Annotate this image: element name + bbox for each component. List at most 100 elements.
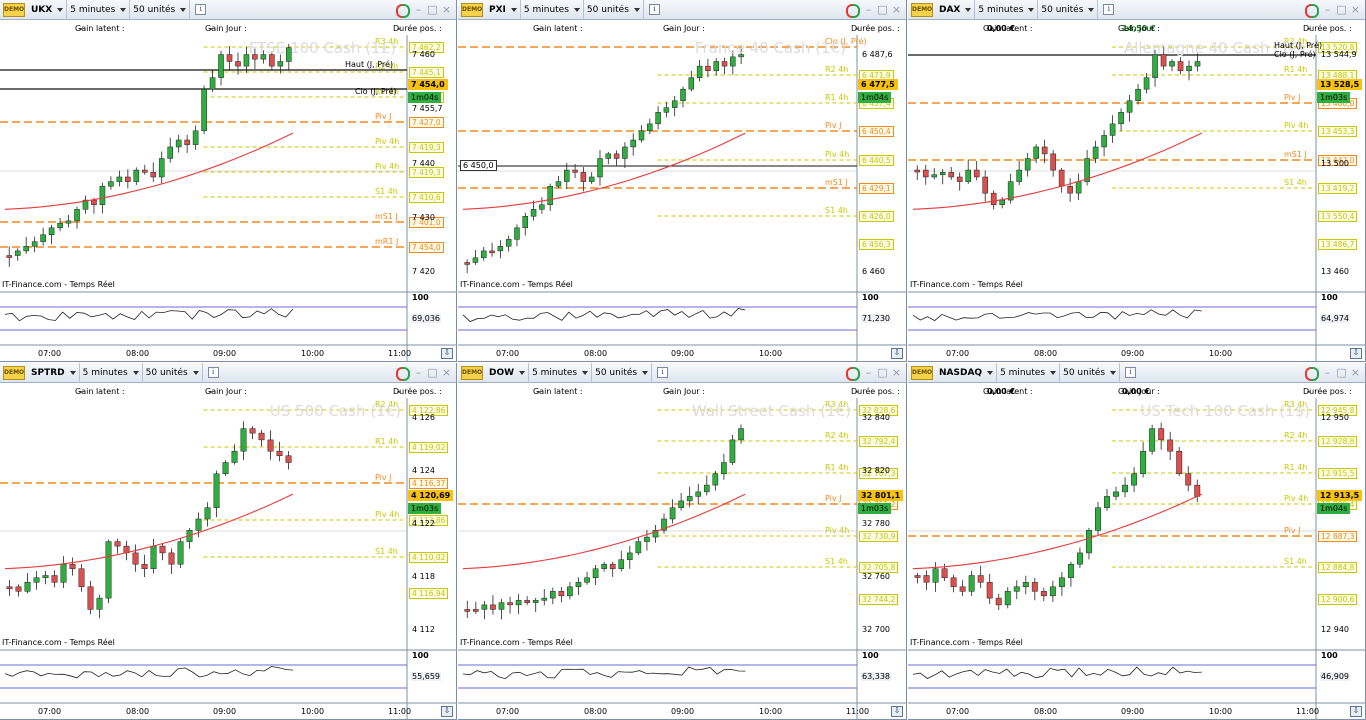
- close-icon[interactable]: ×: [1350, 366, 1361, 379]
- chevron-down-icon: [633, 7, 640, 12]
- price-chart[interactable]: R3 4h R2 4h R1 4h Piv 4h Piv J S1 4h: [908, 398, 1366, 720]
- price-tick-label: 4 122: [412, 519, 435, 528]
- window-controls: – □ ×: [1305, 366, 1365, 381]
- close-icon[interactable]: ×: [441, 3, 452, 16]
- screenshot-icon[interactable]: ⇩: [1350, 348, 1362, 359]
- timeframe-dropdown[interactable]: 5 minutes: [997, 363, 1061, 383]
- pivot-level-value: 7 427,0: [409, 117, 444, 128]
- chevron-down-icon: [510, 7, 517, 12]
- maximize-icon[interactable]: □: [877, 3, 888, 16]
- screenshot-icon[interactable]: ⇩: [1350, 706, 1362, 717]
- close-icon[interactable]: ×: [891, 3, 902, 16]
- maximize-icon[interactable]: □: [877, 366, 888, 379]
- refresh-icon[interactable]: [396, 3, 410, 18]
- symbol-dropdown[interactable]: NASDAQ: [936, 363, 998, 383]
- candle-body: [1109, 123, 1116, 136]
- price-chart[interactable]: R2 4h R1 4h Piv J Piv 4h mS1 J S1 4h: [908, 35, 1366, 362]
- candle-body: [249, 428, 256, 434]
- price-tick-label: 12 940: [1321, 625, 1349, 634]
- info-icon[interactable]: i: [657, 367, 669, 378]
- pivot-level-label: R1 4h: [825, 463, 848, 472]
- minimize-icon[interactable]: –: [415, 3, 422, 16]
- gain-jour: Gain Jour :14,50 €: [1118, 24, 1160, 33]
- maximize-icon[interactable]: □: [427, 366, 438, 379]
- symbol-dropdown[interactable]: PXI: [486, 0, 521, 20]
- refresh-icon[interactable]: [1305, 366, 1319, 381]
- pivot-level-label: R2 4h: [825, 431, 848, 440]
- symbol-dropdown[interactable]: SPTRD: [28, 363, 80, 383]
- gain-latent-label: Gain latent :: [983, 386, 1033, 396]
- time-axis-label: 09:00: [671, 707, 695, 716]
- refresh-icon[interactable]: [846, 366, 860, 381]
- units-dropdown[interactable]: 50 unités: [592, 363, 653, 383]
- minimize-icon[interactable]: –: [1324, 3, 1331, 16]
- refresh-icon[interactable]: [846, 3, 860, 18]
- candle-body: [618, 559, 625, 569]
- units-dropdown[interactable]: 50 unités: [143, 363, 203, 383]
- minimize-icon[interactable]: –: [865, 3, 872, 16]
- units-dropdown[interactable]: 50 unités: [130, 0, 191, 20]
- units-dropdown[interactable]: 50 unités: [584, 0, 644, 20]
- pivot-level-label: mR1 J: [375, 237, 398, 246]
- refresh-icon[interactable]: [1305, 3, 1319, 18]
- price-chart[interactable]: R3 4h R2 4h R1 4h Piv J Piv 4h Piv 4h S1 4h mS1…: [0, 35, 457, 362]
- minimize-icon[interactable]: –: [1324, 366, 1331, 379]
- close-icon[interactable]: ×: [891, 366, 902, 379]
- timeframe-label: 5 minutes: [532, 367, 578, 378]
- indicator-top-label: 100: [1321, 651, 1338, 660]
- candle-body: [539, 204, 545, 210]
- price-chart[interactable]: Clo (J, Pré) R2 4h R1 4h Piv J Piv 4h mS1 J S1…: [458, 35, 907, 362]
- info-icon[interactable]: i: [195, 4, 207, 15]
- time-axis-label: 10:00: [759, 707, 783, 716]
- gain-jour-value: 0,00 €: [1122, 386, 1151, 396]
- timeframe-dropdown[interactable]: 5 minutes: [975, 0, 1039, 20]
- price-tick-label: 7 420: [412, 267, 435, 276]
- candle-body: [965, 169, 972, 182]
- screenshot-icon[interactable]: ⇩: [441, 348, 453, 359]
- maximize-icon[interactable]: □: [1336, 366, 1347, 379]
- price-chart[interactable]: R3 4h R2 4h R1 4h Piv J Piv 4h S1 4h: [458, 398, 907, 720]
- maximize-icon[interactable]: □: [427, 3, 438, 16]
- maximize-icon[interactable]: □: [1336, 3, 1347, 16]
- symbol-dropdown[interactable]: DAX: [936, 0, 976, 20]
- candle-body: [240, 428, 247, 452]
- candle-body: [42, 575, 49, 579]
- price-chart[interactable]: R2 4h R1 4h Piv J Piv 4h S1 4h: [0, 398, 457, 720]
- data-source-label: IT-Finance.com - Temps Réel: [2, 638, 115, 647]
- candle-body: [204, 507, 211, 520]
- minimize-icon[interactable]: –: [415, 366, 422, 379]
- minimize-icon[interactable]: –: [865, 366, 872, 379]
- units-dropdown[interactable]: 50 unités: [1038, 0, 1099, 20]
- candle-body: [605, 153, 612, 159]
- last-price-badge: 6 477,5: [858, 79, 898, 90]
- screenshot-icon[interactable]: ⇩: [891, 348, 903, 359]
- candle-body: [1140, 450, 1147, 475]
- pivot-level-value: 6 456,3: [859, 239, 894, 250]
- info-icon[interactable]: i: [648, 4, 660, 15]
- symbol-dropdown[interactable]: DOW: [486, 363, 530, 383]
- info-icon[interactable]: i: [207, 367, 219, 378]
- plot-area: R3 4h R2 4h R1 4h Piv 4h Piv J S1 4h US Tech 1…: [908, 398, 1365, 719]
- pivot-level-value: 7 454,0: [409, 242, 444, 253]
- timeframe-dropdown[interactable]: 5 minutes: [529, 363, 593, 383]
- candle-body: [481, 250, 487, 259]
- timeframe-dropdown[interactable]: 5 minutes: [67, 0, 131, 20]
- symbol-dropdown[interactable]: UKX: [28, 0, 68, 20]
- refresh-icon[interactable]: [396, 366, 410, 381]
- info-icon[interactable]: i: [1103, 4, 1115, 15]
- close-icon[interactable]: ×: [1350, 3, 1361, 16]
- timeframe-dropdown[interactable]: 5 minutes: [80, 363, 143, 383]
- screenshot-icon[interactable]: ⇩: [891, 706, 903, 717]
- info-icon[interactable]: i: [1125, 367, 1137, 378]
- instrument-watermark: US 500 Cash (1€): [269, 402, 401, 420]
- data-source-label: IT-Finance.com - Temps Réel: [460, 638, 573, 647]
- screenshot-icon[interactable]: ⇩: [441, 706, 453, 717]
- indicator-value: 71,230: [861, 314, 891, 323]
- units-dropdown[interactable]: 50 unités: [1060, 363, 1121, 383]
- instrument-watermark: US Tech 100 Cash (1$): [1140, 402, 1310, 420]
- timeframe-dropdown[interactable]: 5 minutes: [521, 0, 584, 20]
- pivot-level-value: 32 792,4: [859, 436, 899, 447]
- pivot-level-label: Piv J: [1284, 526, 1301, 535]
- close-icon[interactable]: ×: [441, 366, 452, 379]
- candle-body: [995, 597, 1002, 606]
